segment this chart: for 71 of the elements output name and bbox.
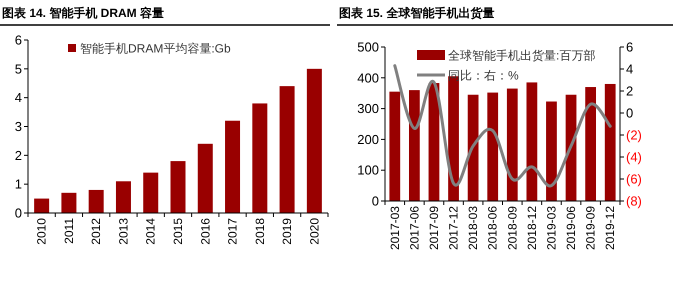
bar <box>468 94 479 201</box>
bar <box>61 192 76 213</box>
y2-tick-label: (2) <box>626 128 642 142</box>
y-tick-label: 400 <box>357 70 379 86</box>
bar <box>143 172 158 213</box>
bar <box>408 90 420 201</box>
bar <box>546 102 557 201</box>
y2-tick-label: 0 <box>626 106 634 120</box>
x-tick-label: 2010 <box>34 218 49 245</box>
x-tick-label: 2018 <box>252 218 267 245</box>
y-tick-label: 6 <box>14 32 22 48</box>
bar <box>280 86 295 213</box>
x-tick-label: 2018-03 <box>466 206 480 250</box>
x-tick-label: 2020 <box>307 218 322 245</box>
y-tick-label: 3 <box>14 119 22 134</box>
y-tick-label: 200 <box>357 132 379 147</box>
x-tick-label: 2013 <box>116 218 130 245</box>
bar <box>88 190 104 213</box>
x-tick-label: 2016 <box>198 218 212 245</box>
bar <box>506 88 518 201</box>
y-tick-label: 100 <box>357 162 379 178</box>
x-tick-label: 2017 <box>226 218 240 245</box>
line-series <box>393 64 612 188</box>
y-tick-label: 1 <box>14 176 22 192</box>
x-tick-label: 2019-12 <box>603 206 618 250</box>
y2-tick-label: (6) <box>626 172 642 186</box>
chart-title: 图表 15. 全球智能手机出货量 <box>339 6 494 20</box>
x-tick-label: 2019-03 <box>544 206 558 250</box>
legend-label: 智能手机DRAM平均容量:Gb <box>80 42 231 56</box>
x-tick-label: 2012 <box>89 218 104 245</box>
y2-tick-label: (8) <box>626 194 642 208</box>
x-tick-label: 2019 <box>280 218 294 245</box>
bar <box>526 82 538 201</box>
chart-title: 图表 14. 智能手机 DRAM 容量 <box>2 6 164 20</box>
y2-tick-label: 2 <box>626 84 634 98</box>
bar <box>116 181 131 213</box>
bar <box>34 198 50 213</box>
bar <box>225 120 240 213</box>
x-tick-label: 2019-06 <box>564 206 578 250</box>
x-tick-label: 2017-12 <box>446 206 461 250</box>
y-tick-label: 0 <box>372 194 379 208</box>
bar <box>170 161 186 213</box>
bar <box>306 68 322 213</box>
x-tick-label: 2018-12 <box>524 206 539 250</box>
legend-label: 全球智能手机出货量:百万部 <box>448 48 596 62</box>
bar <box>198 144 213 213</box>
x-tick-label: 2017-03 <box>388 206 402 250</box>
x-tick-label: 2018-06 <box>486 206 500 250</box>
y-tick-label: 2 <box>14 148 22 163</box>
y2-tick-label: 4 <box>626 62 634 76</box>
x-tick-label: 2015 <box>171 218 185 245</box>
x-tick-label: 2011 <box>62 218 76 244</box>
x-tick-label: 2017-09 <box>426 206 441 250</box>
y-tick-label: 300 <box>357 101 379 116</box>
x-tick-label: 2018-09 <box>505 206 520 250</box>
bar <box>585 87 596 201</box>
y-tick-label: 0 <box>14 206 22 220</box>
y2-tick-label: 6 <box>626 40 634 54</box>
x-tick-label: 2019-09 <box>584 206 598 250</box>
bar <box>428 83 440 201</box>
bar <box>604 84 616 201</box>
bar <box>252 103 268 213</box>
bar <box>487 92 498 201</box>
y-tick-label: 500 <box>357 40 379 54</box>
bar <box>389 92 400 201</box>
y-tick-label: 4 <box>14 90 22 106</box>
x-tick-label: 2014 <box>144 218 158 245</box>
y2-tick-label: (4) <box>626 150 642 164</box>
x-tick-label: 2017-06 <box>407 206 422 250</box>
y-tick-label: 5 <box>14 61 22 76</box>
bar <box>566 94 576 201</box>
